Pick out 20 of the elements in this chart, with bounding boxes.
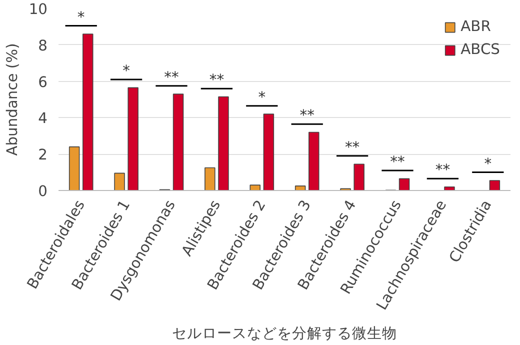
annotation: ** [435,162,450,179]
y-tick-label: 10 [28,1,48,18]
annotation: * [258,88,266,106]
y-tick-label: 4 [38,110,48,128]
annotation: ** [164,68,179,86]
y-tick-label: 2 [38,146,48,164]
annotation: ** [390,153,405,170]
y-axis-title: Abundance (%) [4,43,21,156]
annotation: ** [300,107,314,124]
annotation: * [122,62,130,80]
annotation: * [484,155,492,172]
x-axis-title: セルロースなどを分解する微生物 [172,325,397,342]
annotation: ** [344,138,360,156]
annotation: * [77,8,85,26]
y-tick-label: 0 [38,183,48,200]
legend-label: ABCS [460,41,500,58]
annotation: ** [209,72,224,89]
legend-label: ABR [460,18,491,35]
y-tick-label: 8 [38,37,48,54]
y-tick-label: 6 [38,74,48,91]
